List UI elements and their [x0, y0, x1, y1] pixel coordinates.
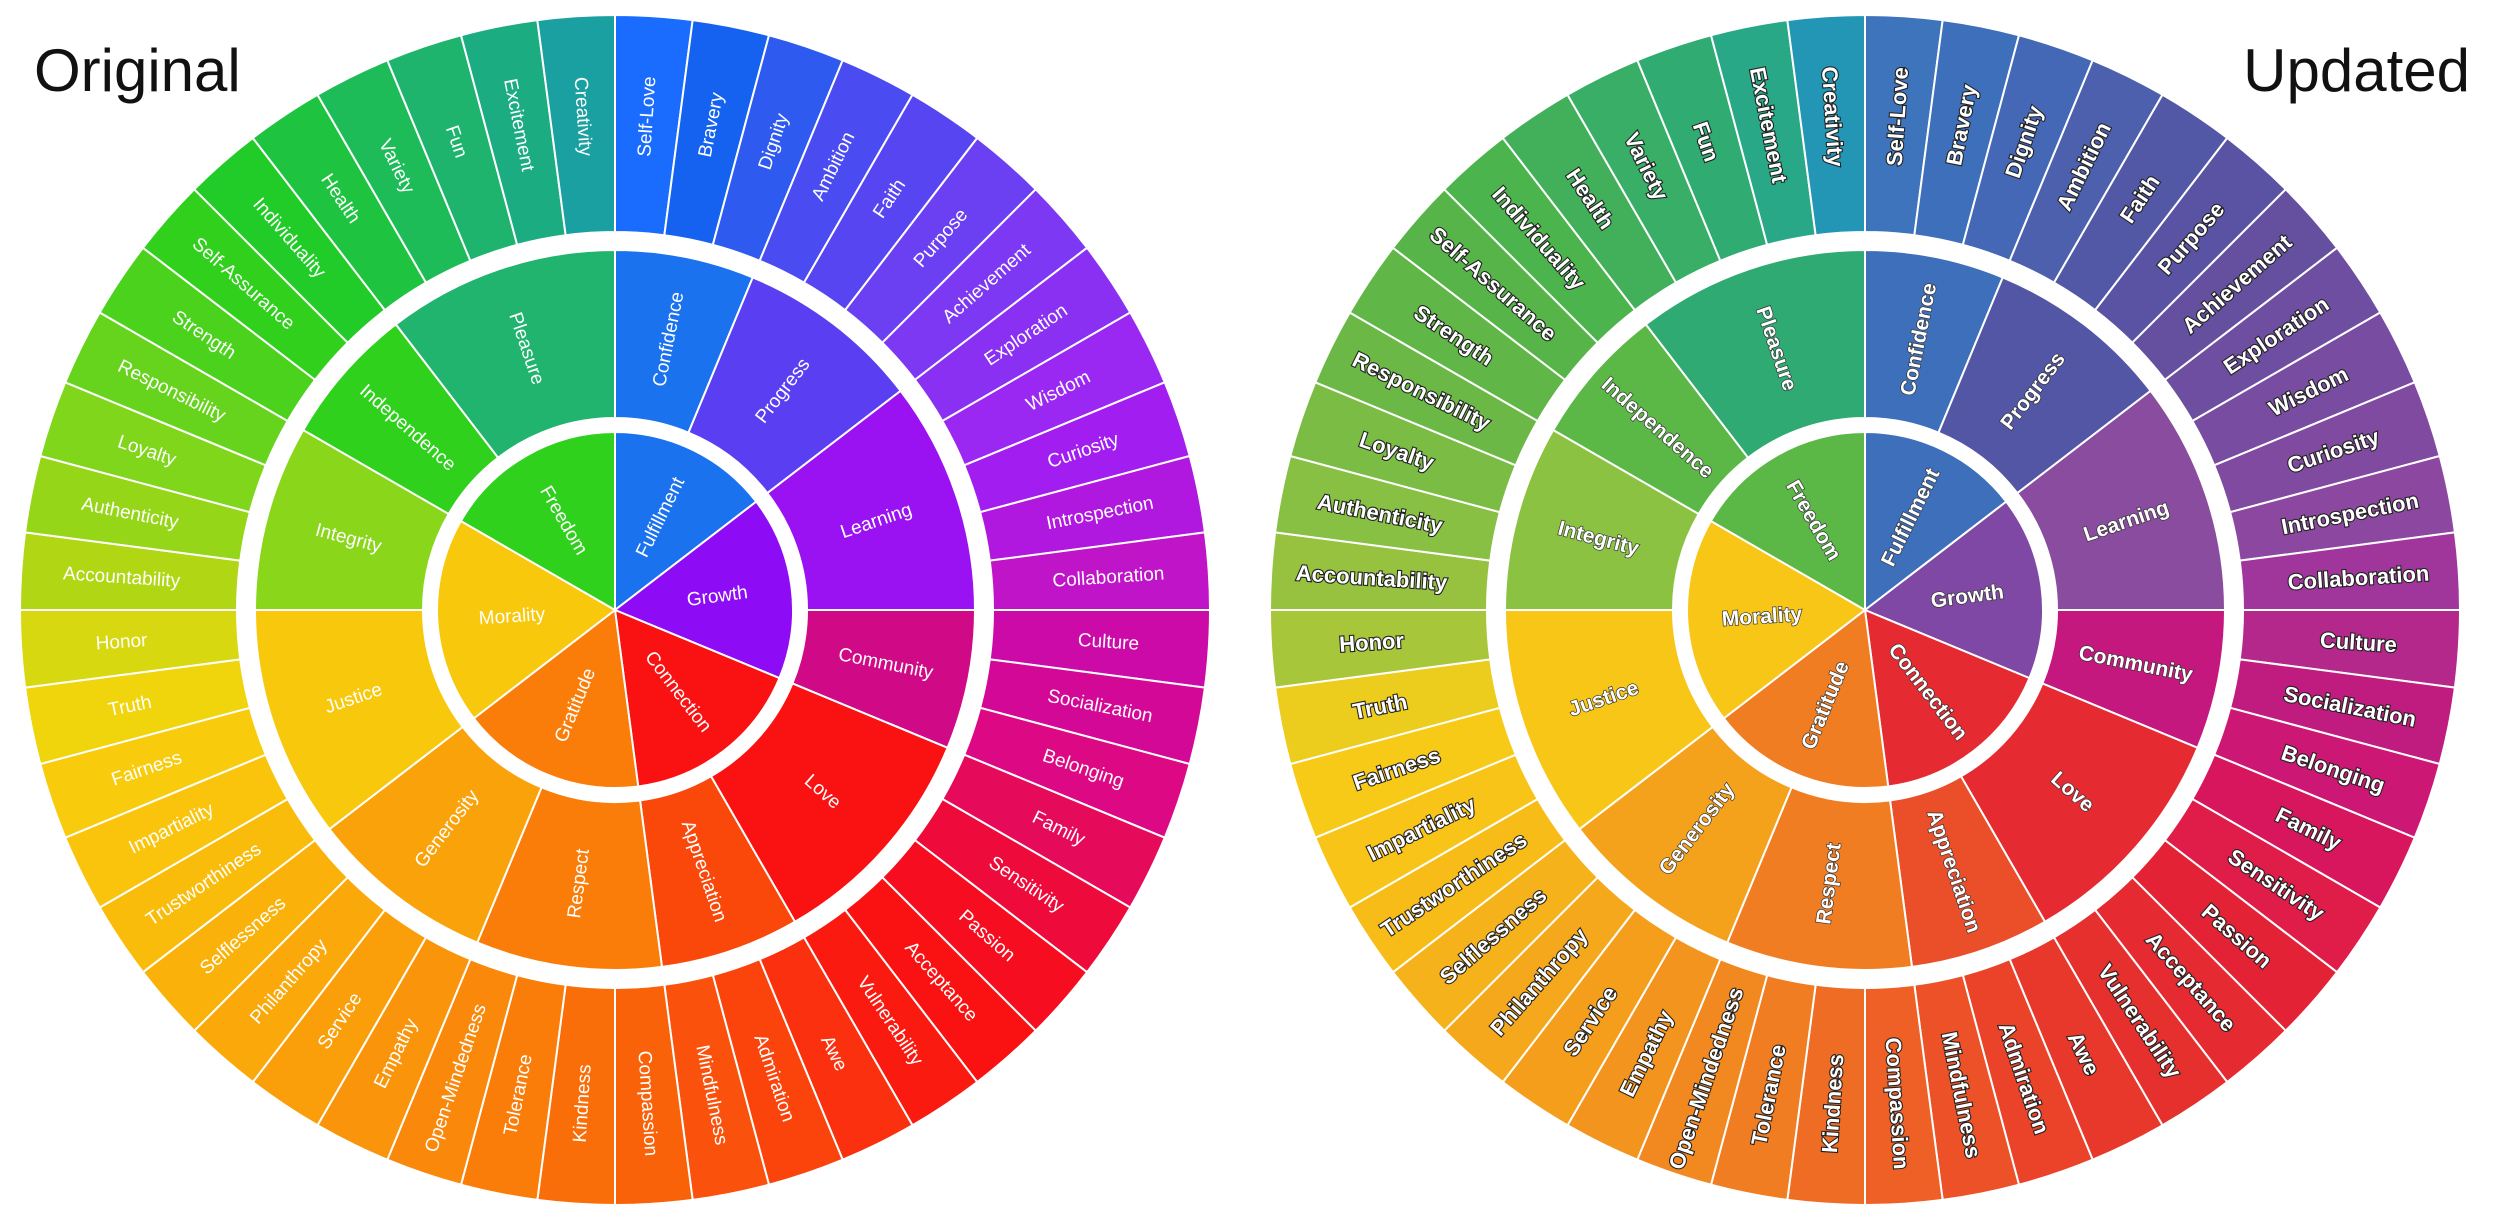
inner-segment-fulfillment	[1864, 430, 2008, 613]
inner-segment-freedom	[459, 430, 616, 612]
outer-segment-creativity	[1786, 13, 1866, 237]
outer-label-honor: Honor	[1338, 628, 1405, 657]
inner-segment-growth	[1863, 500, 2044, 680]
inner-segment-connection	[1863, 608, 2031, 788]
inner-label-morality: Morality	[478, 604, 546, 629]
inner-segment-gratitude	[1722, 608, 1890, 789]
mid-segment-pleasure	[394, 248, 616, 460]
outer-label-kindness: Kindness	[570, 1064, 596, 1143]
inner-label-morality: Morality	[1721, 603, 1803, 631]
outer-label-self-love: Self-Love	[634, 76, 660, 157]
title-original: Original	[34, 37, 241, 104]
outer-label-creativity: Creativity	[570, 76, 596, 157]
outer-label-culture: Culture	[2319, 627, 2397, 657]
inner-segment-connection	[613, 608, 781, 788]
wheel-original: Self-Love Bravery DignityConfidenceAmbitio…	[18, 13, 1212, 1207]
wheel-updated: Self-Love Bravery DignityConfidenceAmbitio…	[1268, 13, 2462, 1207]
inner-segment-freedom	[1709, 430, 1866, 612]
mid-segment-pleasure	[1644, 248, 1866, 460]
inner-segment-fulfillment	[614, 430, 758, 613]
outer-label-culture: Culture	[1077, 630, 1139, 655]
outer-label-honor: Honor	[95, 630, 149, 654]
title-updated: Updated	[2243, 37, 2470, 104]
outer-label-compassion: Compassion	[1881, 1037, 1915, 1170]
inner-segment-morality	[436, 519, 617, 720]
inner-segment-growth	[613, 500, 794, 680]
inner-segment-gratitude	[472, 608, 640, 789]
outer-segment-creativity	[536, 13, 616, 237]
inner-segment-morality	[1686, 519, 1867, 720]
